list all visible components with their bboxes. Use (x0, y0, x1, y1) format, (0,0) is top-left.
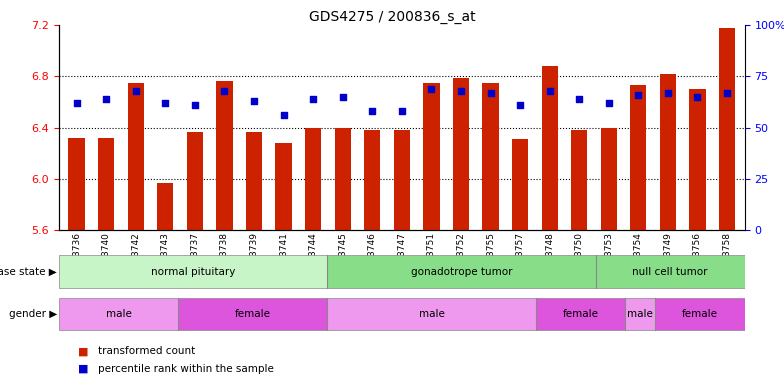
Bar (660, 74, 676, 230)
Bar (719, 28, 735, 230)
Text: null cell tumor: null cell tumor (633, 266, 708, 277)
Point (603, 100, 615, 106)
Bar (187, 132, 203, 230)
Bar (512, 139, 528, 230)
Text: female: female (563, 309, 599, 319)
Bar (601, 127, 617, 230)
Point (307, 96, 319, 102)
Bar (275, 143, 292, 230)
Text: male: male (106, 309, 132, 319)
Bar (68, 138, 85, 230)
Bar (542, 66, 557, 230)
Text: gender ▶: gender ▶ (9, 309, 57, 319)
Bar (216, 81, 233, 230)
Point (425, 86, 437, 92)
Bar (59, 255, 327, 288)
Bar (327, 255, 596, 288)
Text: transformed count: transformed count (98, 346, 195, 356)
Bar (423, 83, 440, 230)
Bar (689, 89, 706, 230)
Bar (59, 298, 178, 330)
Bar (394, 130, 410, 230)
Point (543, 88, 556, 94)
Bar (596, 255, 745, 288)
Point (573, 96, 586, 102)
Point (278, 112, 290, 118)
Point (129, 88, 142, 94)
Text: percentile rank within the sample: percentile rank within the sample (98, 364, 274, 374)
Text: female: female (234, 309, 270, 319)
Point (71, 100, 83, 106)
Bar (571, 130, 587, 230)
Text: male: male (419, 309, 445, 319)
Text: female: female (682, 309, 718, 319)
Point (485, 90, 497, 96)
Bar (98, 138, 114, 230)
Point (720, 90, 733, 96)
Point (100, 96, 112, 102)
Bar (482, 83, 499, 230)
Point (336, 94, 349, 100)
Bar (128, 83, 143, 230)
Text: normal pituitary: normal pituitary (151, 266, 235, 277)
Bar (335, 127, 350, 230)
Point (188, 102, 201, 108)
Text: ■: ■ (78, 346, 89, 356)
Point (455, 88, 467, 94)
Point (395, 108, 408, 114)
Text: male: male (627, 309, 653, 319)
Bar (157, 183, 173, 230)
Point (218, 88, 230, 94)
Point (514, 102, 526, 108)
Point (691, 94, 704, 100)
Point (662, 90, 674, 96)
Bar (630, 85, 647, 230)
Bar (536, 298, 626, 330)
Text: disease state ▶: disease state ▶ (0, 266, 57, 277)
Bar (655, 298, 745, 330)
Bar (327, 298, 536, 330)
Point (632, 92, 644, 98)
Point (248, 98, 260, 104)
Point (159, 100, 172, 106)
Bar (364, 130, 380, 230)
Point (366, 108, 379, 114)
Bar (626, 298, 655, 330)
Text: gonadotrope tumor: gonadotrope tumor (411, 266, 512, 277)
Bar (246, 132, 262, 230)
Bar (453, 78, 469, 230)
Bar (178, 298, 327, 330)
Text: ■: ■ (78, 364, 89, 374)
Text: GDS4275 / 200836_s_at: GDS4275 / 200836_s_at (309, 10, 475, 23)
Bar (305, 127, 321, 230)
